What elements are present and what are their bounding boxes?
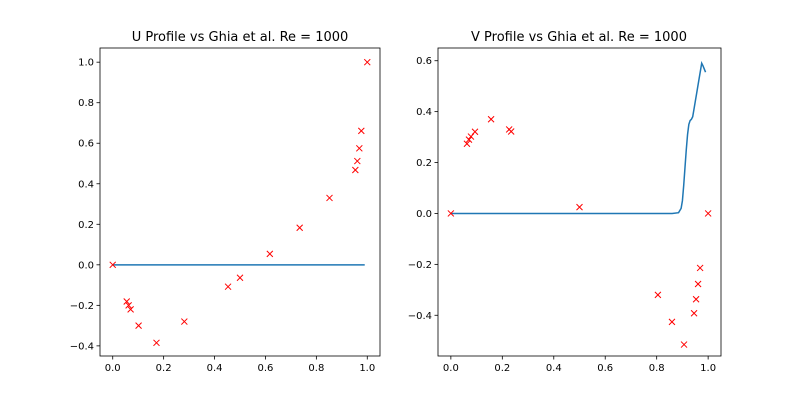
u-y-tick-label-0: −0.4	[70, 341, 94, 352]
u-x-tick-label-1: 0.2	[156, 363, 172, 374]
v-x-tick-label-2: 0.4	[546, 363, 562, 374]
u-ghia-point-6	[180, 318, 188, 325]
v-y-axis: −0.4 −0.2 0.0 0.2 0.4 0.6	[408, 56, 438, 322]
u-x-tick-label-4: 0.8	[308, 363, 324, 374]
u-x-tick-label-0: 0.0	[105, 363, 121, 374]
u-ghia-point-4	[135, 322, 142, 329]
u-y-tick-label-2: 0.0	[78, 260, 94, 271]
v-x-tick-label-4: 0.8	[649, 363, 665, 374]
v-ghia-point-12	[690, 309, 698, 317]
v-y-tick-label-2: 0.0	[416, 209, 432, 220]
v-plot-area	[447, 60, 712, 348]
v-x-tick-label-0: 0.0	[443, 363, 459, 374]
v-simulation-line	[450, 60, 707, 215]
u-y-axis: −0.4 −0.2 0.0 0.2 0.4 0.6 0.8 1.0	[70, 58, 100, 352]
u-x-tick-label-3: 0.6	[258, 363, 274, 374]
u-ghia-point-5	[153, 339, 160, 347]
v-ghia-point-13	[692, 295, 700, 303]
u-x-tick-label-2: 0.4	[207, 363, 223, 374]
v-ghia-point-14	[694, 280, 702, 288]
u-y-tick-label-6: 0.8	[78, 98, 94, 109]
u-y-tick-label-5: 0.6	[78, 139, 94, 150]
u-ghia-point-2	[125, 301, 132, 309]
v-x-tick-label-3: 0.6	[597, 363, 613, 374]
v-ghia-point-5	[487, 115, 495, 123]
u-y-tick-label-3: 0.2	[78, 220, 94, 231]
u-ghia-point-16	[363, 58, 371, 66]
v-ghia-point-1	[463, 140, 471, 148]
u-profile-chart: U Profile vs Ghia et al. Re = 1000 0.0 0.…	[70, 30, 381, 374]
v-chart-title: V Profile vs Ghia et al. Re = 1000	[471, 30, 687, 45]
v-ghia-point-15	[696, 264, 704, 272]
v-ghia-point-3	[467, 133, 475, 140]
u-ghia-point-12	[351, 166, 359, 174]
u-ghia-point-3	[127, 306, 134, 313]
v-y-tick-label-0: −0.4	[408, 311, 432, 322]
u-ghia-point-1	[123, 298, 131, 305]
v-ghia-point-0	[447, 210, 455, 217]
u-ghia-point-11	[326, 194, 333, 202]
v-y-tick-label-5: 0.6	[416, 56, 432, 67]
v-x-axis: 0.0 0.2 0.4 0.6 0.8 1.0	[443, 356, 716, 374]
u-y-tick-label-4: 0.4	[78, 179, 94, 190]
v-x-tick-label-1: 0.2	[494, 363, 510, 374]
u-x-tick-label-5: 1.0	[359, 363, 375, 374]
u-ghia-point-8	[236, 274, 244, 282]
u-ghia-point-14	[355, 144, 363, 152]
u-ghia-point-7	[224, 283, 232, 291]
v-ghia-point-10	[668, 318, 676, 326]
v-y-tick-label-1: −0.2	[408, 260, 432, 271]
v-ghia-point-4	[471, 128, 479, 136]
v-ghia-point-9	[654, 291, 662, 299]
v-ghia-point-11	[680, 341, 688, 348]
v-ghia-point-2	[465, 136, 473, 143]
v-y-tick-label-4: 0.4	[416, 107, 432, 118]
v-ghia-point-16	[704, 210, 712, 217]
u-ghia-point-15	[357, 127, 365, 135]
u-ghia-point-13	[353, 157, 361, 165]
u-ghia-point-10	[296, 224, 304, 232]
v-plot-frame	[437, 47, 722, 357]
v-ghia-point-7	[507, 128, 515, 135]
u-ghia-point-9	[266, 250, 274, 258]
v-x-tick-label-5: 1.0	[700, 363, 716, 374]
u-y-tick-label-7: 1.0	[78, 58, 94, 69]
u-x-axis: 0.0 0.2 0.4 0.6 0.8 1.0	[105, 356, 375, 374]
u-plot-area	[109, 58, 371, 347]
v-profile-chart: V Profile vs Ghia et al. Re = 1000 0.0 0.…	[408, 30, 722, 374]
u-chart-title: U Profile vs Ghia et al. Re = 1000	[132, 30, 349, 45]
u-ghia-point-0	[109, 261, 117, 269]
v-ghia-point-8	[576, 203, 583, 211]
u-y-tick-label-1: −0.2	[70, 301, 94, 312]
u-plot-frame	[99, 47, 381, 357]
v-y-tick-label-3: 0.2	[416, 158, 432, 169]
